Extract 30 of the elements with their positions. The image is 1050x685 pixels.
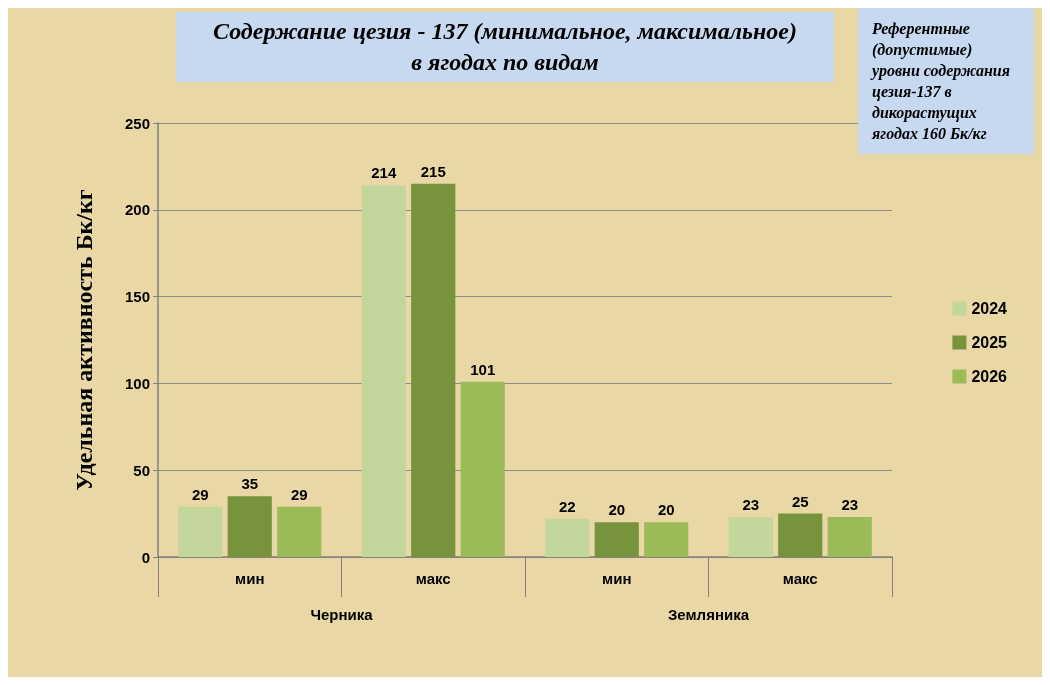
y-tick-label: 250 <box>124 114 150 132</box>
data-label: 23 <box>742 496 760 514</box>
y-tick-label: 150 <box>124 288 150 306</box>
text: Черника <box>310 606 374 623</box>
y-tick-label: 100 <box>124 374 150 392</box>
x-tick-label: мин <box>602 570 632 587</box>
x-tick-label: макс <box>782 570 818 587</box>
data-label: 22 <box>558 497 576 515</box>
y-axis-title: Удельная активность Бк/кг <box>71 189 97 491</box>
y-tick-label: 0 <box>141 548 150 566</box>
annotation: Референтные (допустимые) уровни содержания цезия-137 в дикорастущих ягодах 160 Бк/кг <box>858 8 1034 154</box>
x-tick-label: мин <box>235 570 265 587</box>
legend-label: 2026 <box>971 368 1008 385</box>
y-tick-label: 200 <box>124 201 150 219</box>
chart-title: Содержание цезия - 137 (минимальное, максимальное) в ягодах по видам <box>176 12 834 82</box>
data-label: 35 <box>241 475 259 493</box>
data-label: 25 <box>791 492 809 510</box>
legend-label: 2025 <box>971 334 1008 351</box>
y-tick-label: 50 <box>133 461 150 479</box>
data-label: 20 <box>657 501 675 519</box>
data-label: 29 <box>191 485 209 503</box>
data-label: 215 <box>420 162 446 180</box>
data-label: 23 <box>841 496 859 514</box>
data-label: 20 <box>608 501 626 519</box>
x-tick-label: макс <box>415 570 451 587</box>
text: Земляника <box>667 606 750 623</box>
data-label: 101 <box>470 360 496 378</box>
data-label: 214 <box>371 164 397 182</box>
legend-label: 2024 <box>971 300 1008 317</box>
data-label: 29 <box>290 485 308 503</box>
